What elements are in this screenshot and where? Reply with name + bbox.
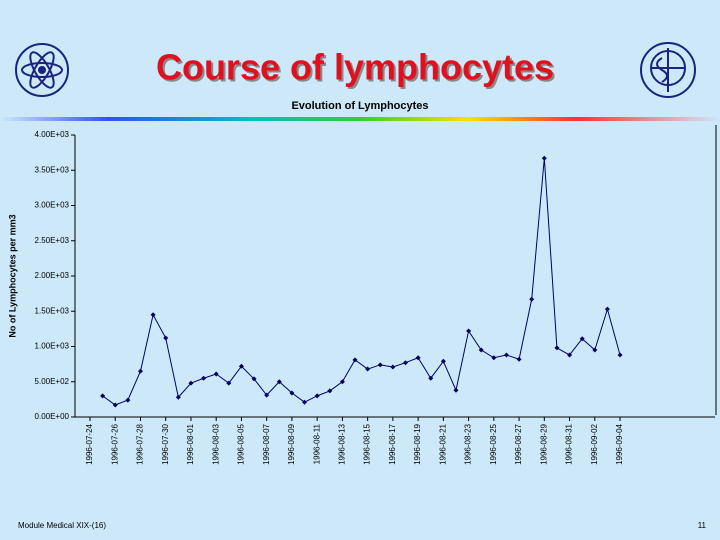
point: [188, 380, 194, 386]
point: [264, 392, 270, 398]
point: [503, 352, 509, 358]
point: [579, 336, 585, 342]
x-tick-label: 1996-08-03: [211, 423, 220, 464]
point: [302, 399, 308, 405]
x-tick-label: 1996-08-09: [287, 423, 296, 464]
point: [592, 347, 598, 353]
left-logo: [15, 43, 69, 97]
point: [175, 394, 181, 400]
point: [365, 366, 371, 372]
y-tick-label: 5.00E+02: [35, 377, 70, 386]
point: [390, 364, 396, 370]
page-number: 11: [698, 521, 707, 530]
x-tick-label: 1996-08-31: [565, 423, 574, 464]
y-tick-label: 2.50E+03: [35, 236, 70, 245]
x-tick-label: 1996-08-27: [514, 423, 523, 464]
point: [377, 362, 383, 368]
y-tick-label: 1.50E+03: [35, 306, 70, 315]
point: [516, 356, 522, 362]
point: [100, 393, 106, 399]
x-tick-label: 1996-08-29: [539, 423, 548, 464]
point: [453, 387, 459, 393]
point: [403, 360, 408, 366]
point: [339, 379, 345, 385]
x-tick-label: 1996-08-21: [438, 423, 447, 464]
y-tick-label: 4.00E+03: [35, 130, 70, 139]
point: [150, 312, 156, 318]
y-axis-label: No of Lymphocytes per mm3: [7, 214, 17, 337]
right-logo: [640, 42, 696, 98]
footer: Module Medical XIX-(16): [18, 521, 106, 530]
x-tick-label: 1996-08-01: [186, 423, 195, 464]
point: [415, 355, 421, 361]
point: [428, 375, 434, 381]
x-tick-label: 1996-08-05: [237, 423, 246, 464]
x-tick-label: 1996-08-07: [262, 423, 271, 464]
point: [125, 397, 131, 403]
x-tick-label: 1996-08-15: [363, 423, 372, 464]
point: [529, 296, 535, 302]
x-tick-label: 1996-09-02: [590, 423, 599, 464]
title-shadow: Course of lymphocytes: [158, 49, 556, 90]
point: [327, 388, 333, 394]
y-tick-label: 0.00E+00: [35, 412, 70, 421]
x-tick-label: 1996-08-23: [464, 423, 473, 464]
point: [604, 306, 610, 312]
x-tick-label: 1996-08-17: [388, 423, 397, 464]
point: [478, 347, 484, 353]
point: [491, 355, 497, 361]
point: [201, 375, 207, 381]
point: [617, 352, 623, 358]
point: [276, 379, 282, 385]
point: [567, 352, 573, 358]
point: [163, 335, 169, 341]
point: [251, 376, 257, 382]
point: [541, 155, 547, 161]
x-tick-label: 1996-07-24: [85, 423, 94, 464]
point: [314, 393, 320, 399]
point: [554, 345, 560, 351]
point: [352, 357, 358, 363]
x-tick-label: 1996-08-19: [413, 423, 422, 464]
slide-title: Course of lymphocytes: [156, 47, 554, 88]
point: [440, 358, 446, 364]
x-tick-label: 1996-07-28: [136, 423, 145, 464]
y-tick-label: 3.50E+03: [35, 165, 70, 174]
y-tick-label: 1.00E+03: [35, 342, 70, 351]
x-tick-label: 1996-07-30: [161, 423, 170, 464]
point: [137, 368, 143, 374]
series-line: [102, 158, 621, 406]
plot: 0.00E+00 5.00E+02 1.00E+03 1.50E+03 2.00E+03…: [35, 130, 715, 465]
point: [213, 371, 219, 377]
x-tick-label: 1996-07-26: [110, 423, 119, 464]
y-tick-label: 2.00E+03: [35, 271, 70, 280]
x-tick-label: 1996-08-25: [489, 423, 498, 464]
chart-title: Evolution of Lymphocytes: [291, 100, 428, 112]
point: [238, 363, 244, 369]
x-tick-label: 1996-09-04: [615, 423, 624, 464]
x-tick-label: 1996-08-13: [338, 423, 347, 464]
point: [466, 328, 472, 334]
point: [226, 380, 232, 386]
rainbow-rule: [0, 117, 720, 121]
point: [112, 402, 118, 408]
x-tick-label: 1996-08-11: [312, 423, 321, 464]
y-tick-label: 3.00E+03: [35, 201, 70, 210]
point: [289, 390, 295, 396]
